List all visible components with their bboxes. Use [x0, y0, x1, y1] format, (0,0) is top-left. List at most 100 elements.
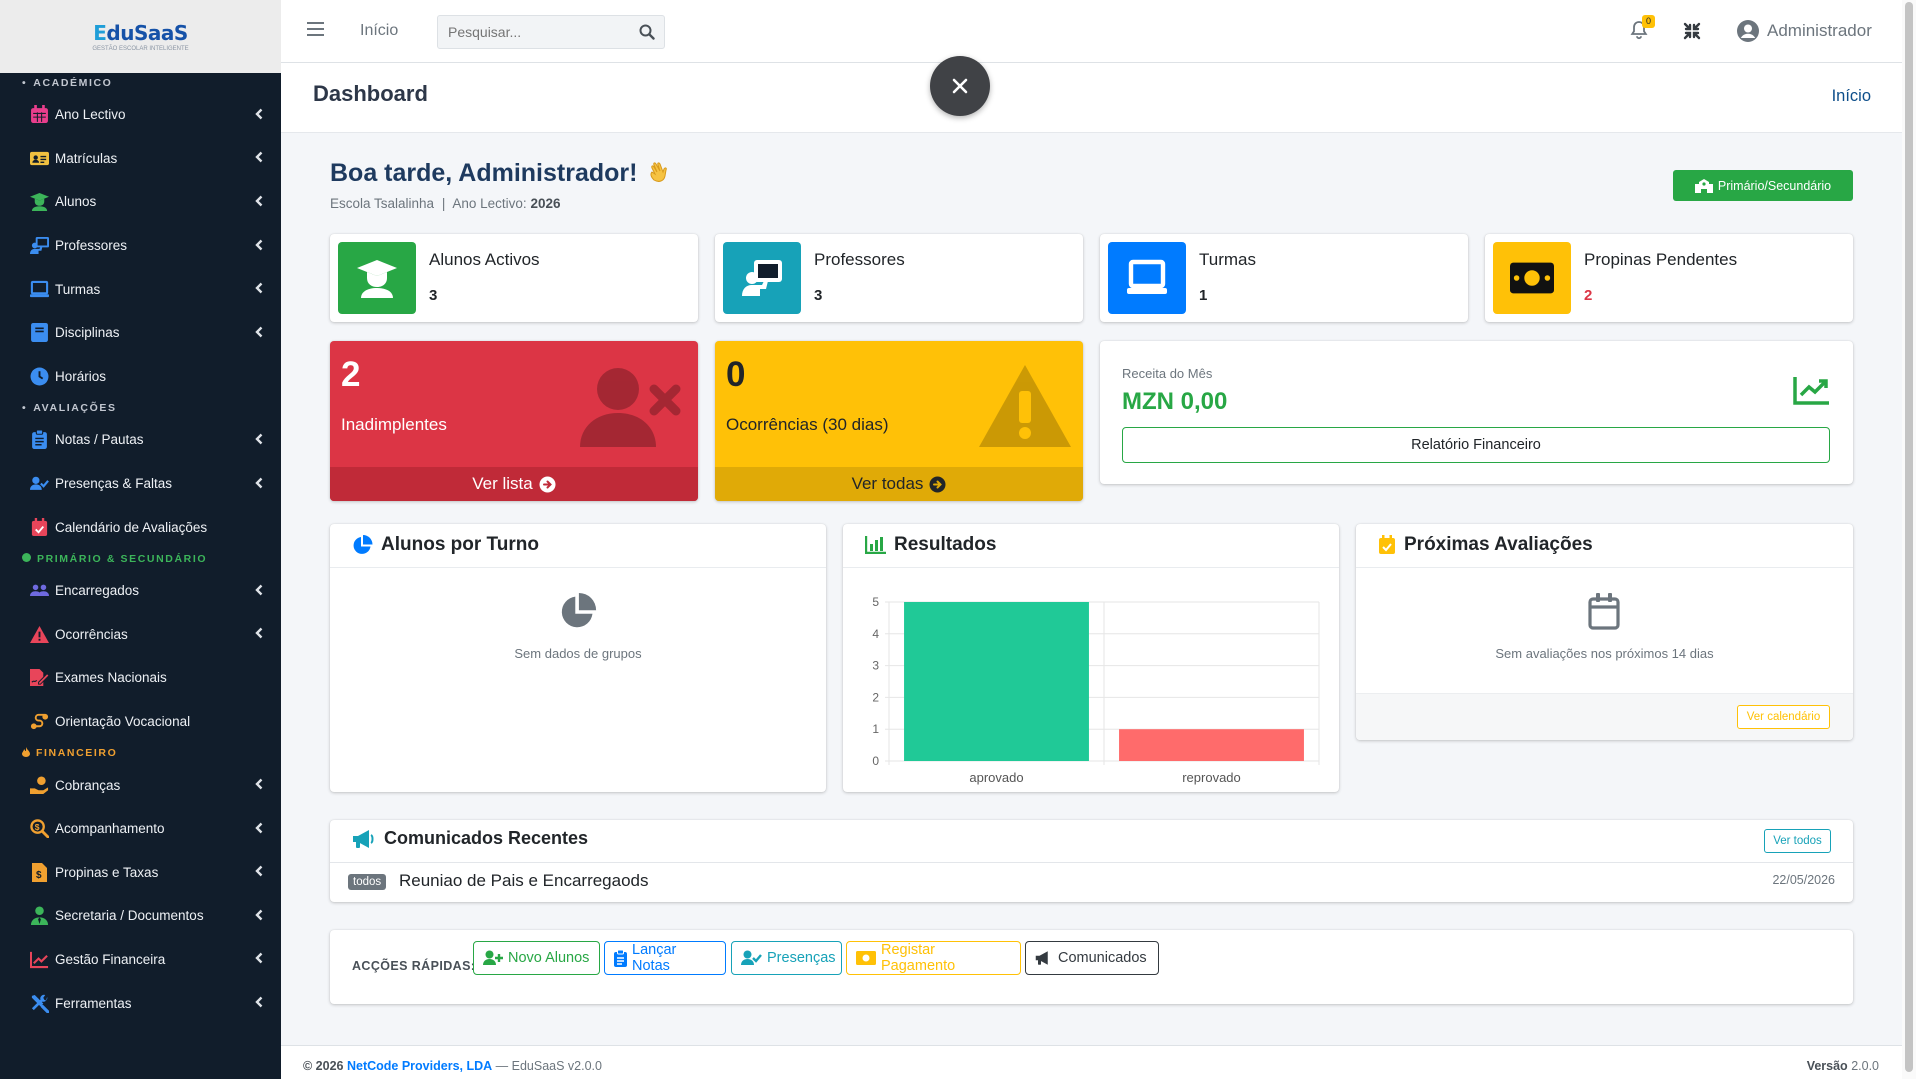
- stat-card-professores[interactable]: Professores 3: [715, 234, 1083, 322]
- panel-title: Próximas Avaliações: [1404, 534, 1593, 555]
- sidebar-item-ano-lectivo[interactable]: Ano Lectivo: [0, 93, 281, 137]
- ocorrencias-box: 0 Ocorrências (30 dias) Ver todas: [715, 341, 1083, 501]
- sidebar-item-ferramentas[interactable]: Ferramentas: [0, 981, 281, 1025]
- ver-calendario-button[interactable]: Ver calendário: [1737, 705, 1830, 729]
- chevron-left-icon: [255, 107, 263, 122]
- chevron-left-icon: [255, 325, 263, 340]
- bullhorn-icon: [1035, 950, 1053, 966]
- company-link[interactable]: NetCode Providers, LDA: [346, 1059, 493, 1073]
- id-card-icon: [28, 148, 50, 168]
- sidebar-item-horarios[interactable]: Horários: [0, 355, 281, 399]
- hamburger-menu-icon[interactable]: [307, 22, 324, 36]
- teacher-icon: [723, 242, 801, 314]
- sidebar-item-disciplinas[interactable]: Disciplinas: [0, 311, 281, 355]
- invoice-icon: $: [28, 862, 50, 882]
- sidebar-item-orientacao-vocacional[interactable]: Orientação Vocacional: [0, 700, 281, 744]
- sidebar-item-propinas-e-taxas[interactable]: $ Propinas e Taxas: [0, 851, 281, 895]
- sidebar-item-label: Ocorrências: [55, 626, 128, 642]
- sidebar-item-label: Matrículas: [55, 150, 118, 166]
- breadcrumb-home[interactable]: Início: [1831, 87, 1871, 105]
- fullscreen-compress-icon[interactable]: [1682, 21, 1702, 44]
- panel-title: Comunicados Recentes: [384, 828, 589, 848]
- stat-value: 3: [814, 287, 823, 304]
- search-input[interactable]: [438, 16, 628, 48]
- warning-icon: [28, 624, 50, 644]
- presencas-button[interactable]: Presenças: [731, 941, 842, 975]
- bullet-icon: •: [22, 402, 28, 415]
- user-menu-name[interactable]: Administrador: [1767, 21, 1872, 40]
- chevron-left-icon: [255, 282, 263, 297]
- stat-card-alunos-activos[interactable]: Alunos Activos 3: [330, 234, 698, 322]
- resultados-panel: Resultados 0 1 2 3 4 5 aprovado reprovado: [843, 524, 1339, 792]
- comunicados-button[interactable]: Comunicados: [1025, 941, 1159, 975]
- page-title: Dashboard: [313, 81, 428, 106]
- hand-coin-icon: [28, 775, 50, 795]
- sidebar-item-matriculas[interactable]: Matrículas: [0, 137, 281, 181]
- sidebar-item-acompanhamento[interactable]: $ Acompanhamento: [0, 807, 281, 851]
- sidebar-item-label: Acompanhamento: [55, 821, 165, 837]
- sidebar-item-label: Disciplinas: [55, 325, 120, 341]
- stat-card-propinas-pendentes[interactable]: Propinas Pendentes 2: [1485, 234, 1853, 322]
- user-times-icon: [580, 368, 681, 447]
- notification-badge: 0: [1642, 15, 1655, 28]
- ver-todos-button[interactable]: Ver todos: [1764, 829, 1831, 853]
- arrow-circle-right-icon: [929, 476, 946, 492]
- sidebar-item-alunos[interactable]: Alunos: [0, 180, 281, 224]
- scrollbar-track[interactable]: [1902, 0, 1916, 1079]
- chevron-left-icon: [255, 583, 263, 598]
- novo-aluno-button[interactable]: Novo Alunos: [473, 941, 600, 975]
- nav-home-link[interactable]: Início: [360, 22, 399, 39]
- registar-pagamento-button[interactable]: Registar Pagamento: [846, 941, 1021, 975]
- scrollbar-thumb[interactable]: [1905, 2, 1913, 1072]
- ver-lista-link[interactable]: Ver lista: [330, 467, 698, 501]
- sidebar-item-ocorrencias[interactable]: Ocorrências: [0, 613, 281, 657]
- sidebar-item-gestao-financeira[interactable]: Gestão Financeira: [0, 938, 281, 982]
- user-avatar-icon[interactable]: [1736, 19, 1760, 46]
- sidebar-item-secretaria-documentos[interactable]: Secretaria / Documentos: [0, 894, 281, 938]
- warning-triangle-icon: [979, 365, 1071, 447]
- comunicados-panel: Comunicados Recentes Ver todos todos Reu…: [330, 820, 1853, 902]
- svg-text:$: $: [34, 822, 39, 832]
- empty-state-text: Sem avaliações nos próximos 14 dias: [1495, 646, 1714, 661]
- sidebar-item-exames-nacionais[interactable]: Exames Nacionais: [0, 656, 281, 700]
- sidebar-item-calendario-de-avaliacoes[interactable]: Calendário de Avaliações: [0, 505, 281, 549]
- lancar-notas-button[interactable]: Lançar Notas: [604, 941, 726, 975]
- list-item[interactable]: todos Reuniao de Pais e Encarregaods 22/…: [348, 868, 1835, 898]
- proximas-avaliacoes-panel: Próximas Avaliações Sem avaliações nos p…: [1356, 524, 1853, 740]
- sidebar-item-label: Turmas: [55, 281, 101, 297]
- stat-card-turmas[interactable]: Turmas 1: [1100, 234, 1468, 322]
- revenue-card: Receita do Mês MZN 0,00 Relatório Financ…: [1100, 341, 1853, 484]
- laptop-icon: [1108, 242, 1186, 314]
- y-tick-label: 5: [872, 595, 879, 609]
- sidebar-item-presencas-faltas[interactable]: Presenças & Faltas: [0, 462, 281, 506]
- clipboard-list-icon: [614, 949, 627, 967]
- empty-state-text: Sem dados de grupos: [514, 646, 642, 661]
- sidebar-item-label: Horários: [55, 368, 107, 384]
- school-icon: [1694, 178, 1713, 193]
- sidebar-item-turmas[interactable]: Turmas: [0, 267, 281, 311]
- sidebar-item-notas-pautas[interactable]: Notas / Pautas: [0, 418, 281, 462]
- welcome-greeting: Boa tarde, Administrador!: [330, 158, 675, 188]
- brand-logo[interactable]: EduSaaS GESTÃO ESCOLAR INTELIGENTE: [0, 0, 281, 73]
- user-check-icon: [741, 950, 762, 966]
- panel-title: Resultados: [894, 534, 997, 555]
- quick-actions-label: ACÇÕES RÁPIDAS:: [352, 959, 476, 973]
- quick-actions-bar: ACÇÕES RÁPIDAS: Novo Alunos Lançar Notas…: [330, 930, 1853, 1004]
- search-icon[interactable]: [639, 24, 655, 43]
- sidebar-item-encarregados[interactable]: Encarregados: [0, 569, 281, 613]
- financial-report-button[interactable]: Relatório Financeiro: [1122, 427, 1830, 463]
- bullhorn-icon: [352, 829, 376, 849]
- chart-bar-icon: [865, 536, 886, 554]
- ver-todas-link[interactable]: Ver todas: [715, 467, 1083, 501]
- sidebar-item-label: Secretaria / Documentos: [55, 908, 204, 924]
- sidebar-item-professores[interactable]: Professores: [0, 224, 281, 268]
- fire-icon: [22, 746, 30, 760]
- close-overlay-button[interactable]: [930, 56, 990, 116]
- y-tick-label: 0: [872, 754, 879, 768]
- chevron-left-icon: [255, 194, 263, 209]
- school-info: Escola Tsalalinha | Ano Lectivo: 2026: [330, 196, 561, 211]
- level-button[interactable]: Primário/Secundário: [1673, 170, 1853, 201]
- chart-pie-empty-icon: [561, 593, 597, 628]
- sidebar-item-cobrancas[interactable]: Cobranças: [0, 763, 281, 807]
- stat-value: 1: [1199, 287, 1208, 304]
